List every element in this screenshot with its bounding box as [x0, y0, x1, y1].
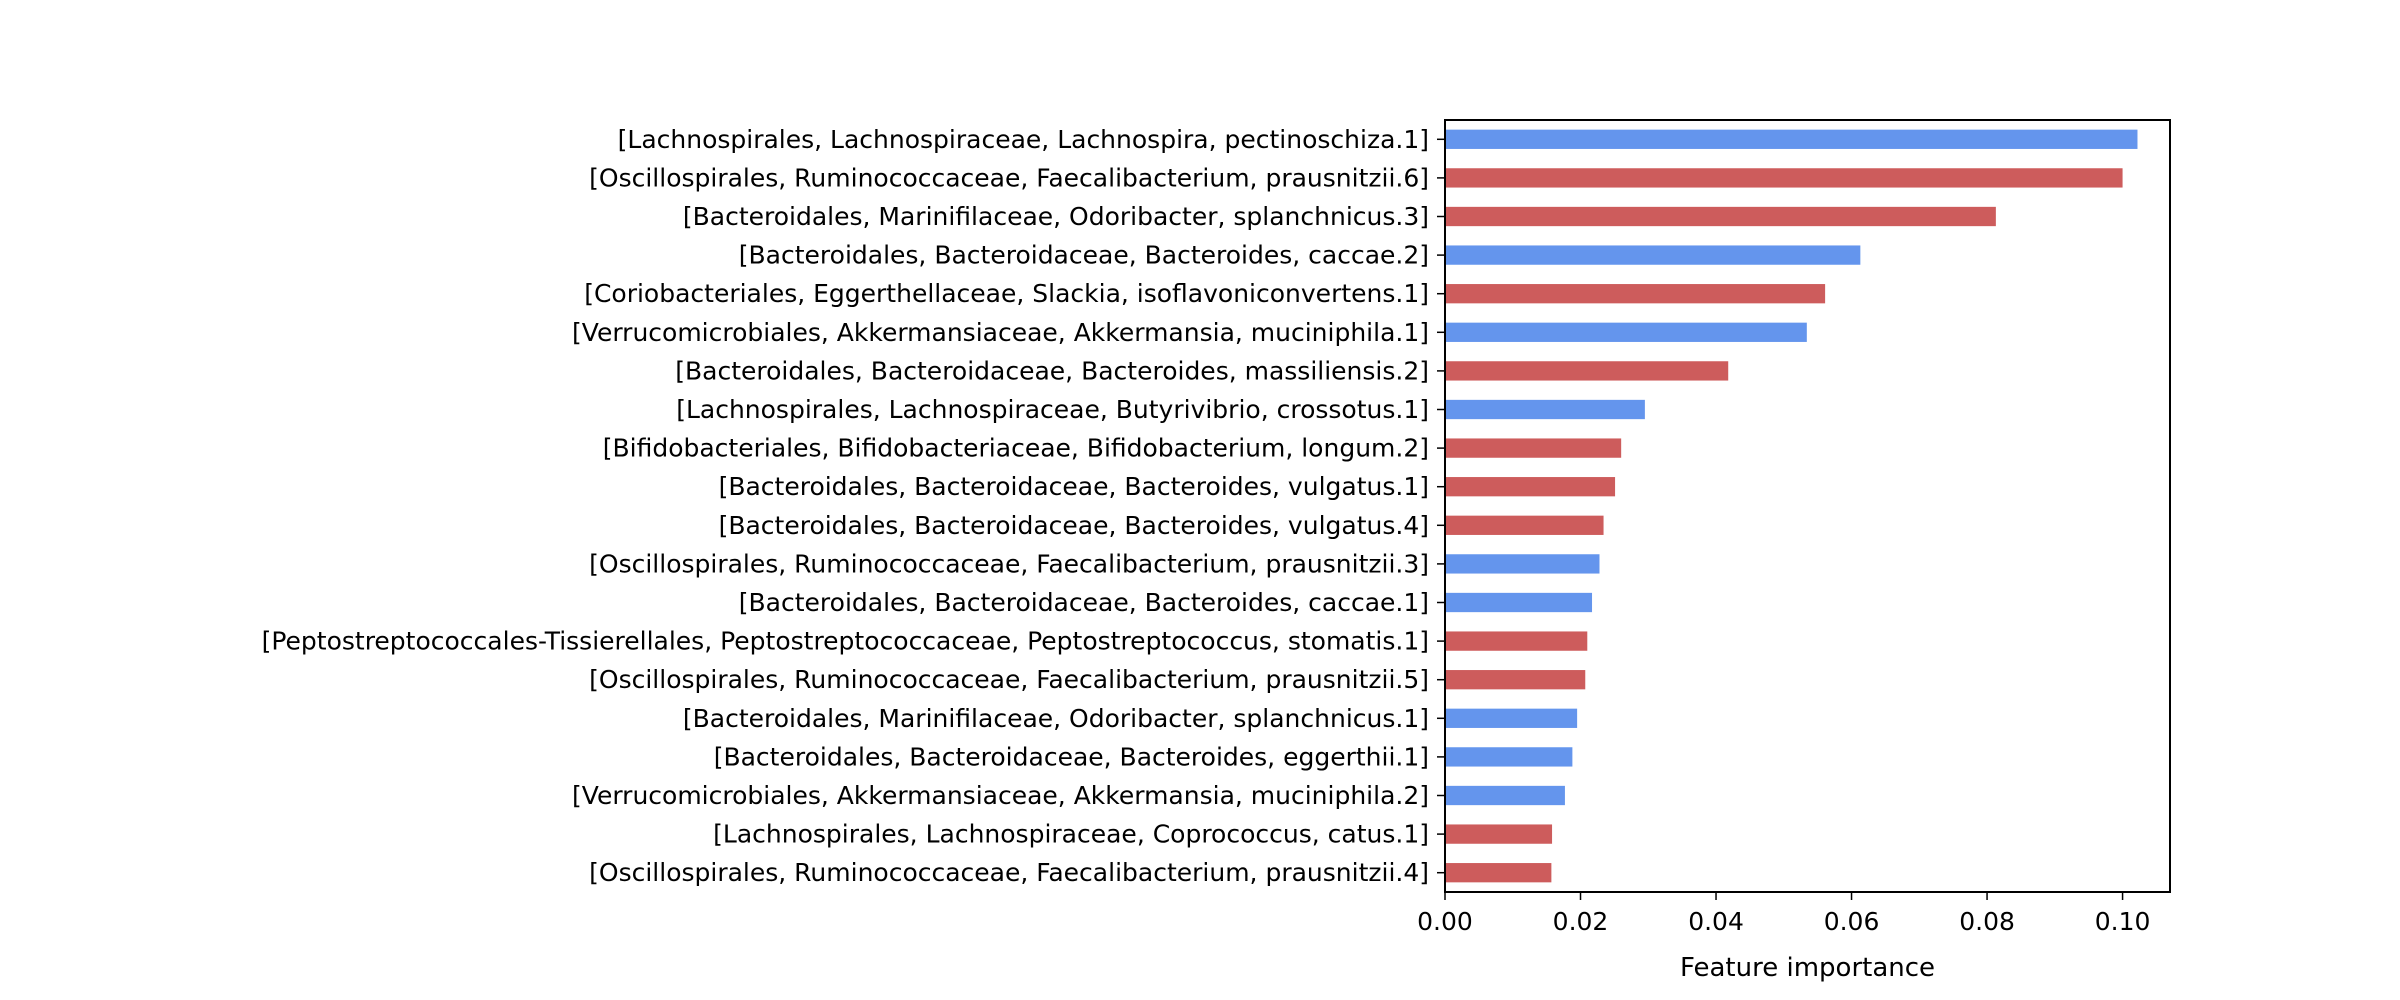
bar-4 — [1445, 245, 1861, 265]
bar-1 — [1445, 129, 2138, 149]
bar-20 — [1445, 863, 1552, 883]
bars-layer — [1445, 129, 2138, 883]
x-tick-label: 0.10 — [2095, 907, 2151, 936]
y-tick-label: [Oscillospirales, Ruminococcaceae, Faeca… — [589, 858, 1429, 887]
y-tick-label: [Lachnospirales, Lachnospiraceae, Coproc… — [713, 820, 1429, 849]
y-tick-label: [Oscillospirales, Ruminococcaceae, Faeca… — [589, 163, 1429, 192]
bar-2 — [1445, 168, 2123, 188]
x-tick-label: 0.06 — [1824, 907, 1880, 936]
y-tick-label: [Bacteroidales, Marinifilaceae, Odoribac… — [683, 202, 1429, 231]
plot-frame — [1444, 119, 2171, 893]
bar-14 — [1445, 631, 1588, 651]
y-tick-label: [Peptostreptococcales-Tissierellales, Pe… — [262, 627, 1429, 656]
y-tick-label: [Oscillospirales, Ruminococcaceae, Faeca… — [589, 665, 1429, 694]
x-axis: 0.00 0.02 0.04 0.06 0.08 0.10 — [1417, 892, 2150, 936]
bar-12 — [1445, 554, 1600, 574]
bar-7 — [1445, 361, 1729, 381]
bar-11 — [1445, 515, 1604, 535]
bar-3 — [1445, 206, 1996, 227]
y-tick-label: [Oscillospirales, Ruminococcaceae, Faeca… — [589, 549, 1429, 578]
bar-13 — [1445, 592, 1593, 613]
y-tick-label: [Lachnospirales, Lachnospiraceae, Lachno… — [618, 125, 1429, 154]
y-tick-label: [Bacteroidales, Bacteroidaceae, Bacteroi… — [739, 241, 1429, 270]
y-tick-label: [Bifidobacteriales, Bifidobacteriaceae, … — [603, 434, 1429, 463]
bar-15 — [1445, 670, 1586, 690]
y-axis: [Lachnospirales, Lachnospiraceae, Lachno… — [262, 125, 1445, 887]
bar-9 — [1445, 438, 1622, 458]
y-tick-label: [Bacteroidales, Bacteroidaceae, Bacteroi… — [714, 742, 1429, 771]
bar-17 — [1445, 747, 1573, 767]
y-tick-label: [Bacteroidales, Bacteroidaceae, Bacteroi… — [675, 356, 1429, 385]
y-tick-label: [Lachnospirales, Lachnospiraceae, Butyri… — [676, 395, 1429, 424]
y-tick-label: [Bacteroidales, Bacteroidaceae, Bacteroi… — [739, 588, 1429, 617]
y-tick-label: [Verrucomicrobiales, Akkermansiaceae, Ak… — [572, 318, 1429, 347]
y-tick-label: [Bacteroidales, Bacteroidaceae, Bacteroi… — [719, 511, 1429, 540]
bar-6 — [1445, 322, 1807, 342]
x-tick-label: 0.08 — [1959, 907, 2015, 936]
x-tick-label: 0.02 — [1553, 907, 1609, 936]
bar-8 — [1445, 399, 1645, 420]
x-tick-label: 0.00 — [1417, 907, 1473, 936]
bar-18 — [1445, 785, 1565, 806]
bar-5 — [1445, 284, 1826, 304]
y-tick-label: [Verrucomicrobiales, Akkermansiaceae, Ak… — [572, 781, 1429, 810]
x-tick-label: 0.04 — [1688, 907, 1744, 936]
bar-10 — [1445, 477, 1616, 497]
x-axis-label: Feature importance — [1680, 953, 1935, 983]
y-tick-label: [Bacteroidales, Bacteroidaceae, Bacteroi… — [719, 472, 1429, 501]
y-tick-label: [Bacteroidales, Marinifilaceae, Odoribac… — [683, 704, 1429, 733]
y-tick-label: [Coriobacteriales, Eggerthellaceae, Slac… — [584, 279, 1429, 308]
bar-16 — [1445, 708, 1578, 728]
bar-19 — [1445, 824, 1553, 844]
